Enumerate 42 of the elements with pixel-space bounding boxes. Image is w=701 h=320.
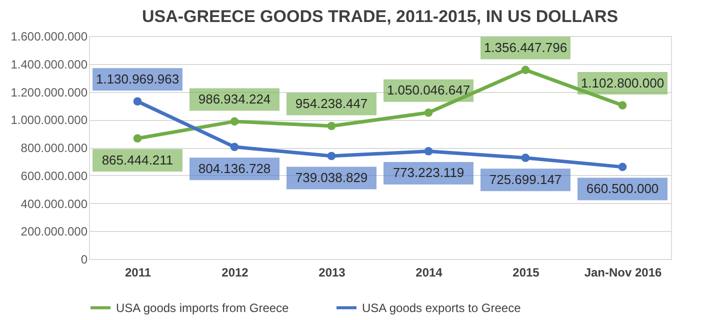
point — [327, 152, 336, 160]
point — [521, 66, 530, 74]
point — [618, 101, 627, 110]
legend-label: USA goods exports to Greece — [362, 300, 522, 315]
y-tick-label: 800.000.000 — [20, 141, 88, 155]
data-label: 725.699.147 — [489, 172, 562, 187]
y-tick-label: 1.600.000.000 — [10, 30, 88, 44]
point — [521, 154, 530, 162]
x-tick-label: 2014 — [416, 266, 443, 280]
y-tick-label: 200.000.000 — [20, 224, 88, 239]
data-label: 1.356.447.796 — [484, 40, 568, 55]
data-label: 660.500.000 — [586, 180, 659, 196]
y-tick-label: 400.000.000 — [20, 196, 88, 211]
x-tick-label: Jan-Nov 2016 — [584, 266, 662, 280]
point — [133, 134, 142, 143]
y-tick-label: 1.000.000.000 — [10, 113, 88, 128]
data-label: 1.130.969.963 — [96, 71, 180, 86]
data-label: 986.934.224 — [198, 91, 271, 106]
data-label: 739.038.829 — [295, 170, 368, 185]
point — [327, 122, 336, 130]
y-tick-label: 1.200.000.000 — [10, 85, 88, 100]
point — [230, 142, 239, 152]
point — [424, 147, 433, 156]
y-tick-label: 1.400.000.000 — [10, 57, 88, 72]
data-label: 773.223.119 — [392, 165, 464, 180]
data-label: 865.444.211 — [102, 152, 174, 168]
legend-label: USA goods imports from Greece — [116, 300, 290, 315]
point — [230, 117, 239, 126]
point — [424, 108, 433, 117]
y-tick-label: 600.000.000 — [20, 168, 88, 183]
x-tick-label: 2011 — [124, 266, 152, 280]
point — [618, 162, 627, 172]
chart-title: USA-GREECE GOODS TRADE, 2011-2015, IN US DOLLARS — [142, 7, 618, 26]
y-tick-label: 0 — [80, 252, 88, 266]
data-label: 1.102.800.000 — [580, 75, 664, 90]
x-tick-label: 2013 — [318, 266, 346, 280]
data-label: 1.050.046.647 — [386, 82, 470, 98]
x-tick-label: 2012 — [222, 266, 249, 280]
point — [133, 97, 142, 106]
x-tick-label: 2015 — [512, 266, 540, 280]
data-label: 954.238.447 — [295, 96, 368, 112]
data-label: 804.136.728 — [198, 160, 271, 176]
